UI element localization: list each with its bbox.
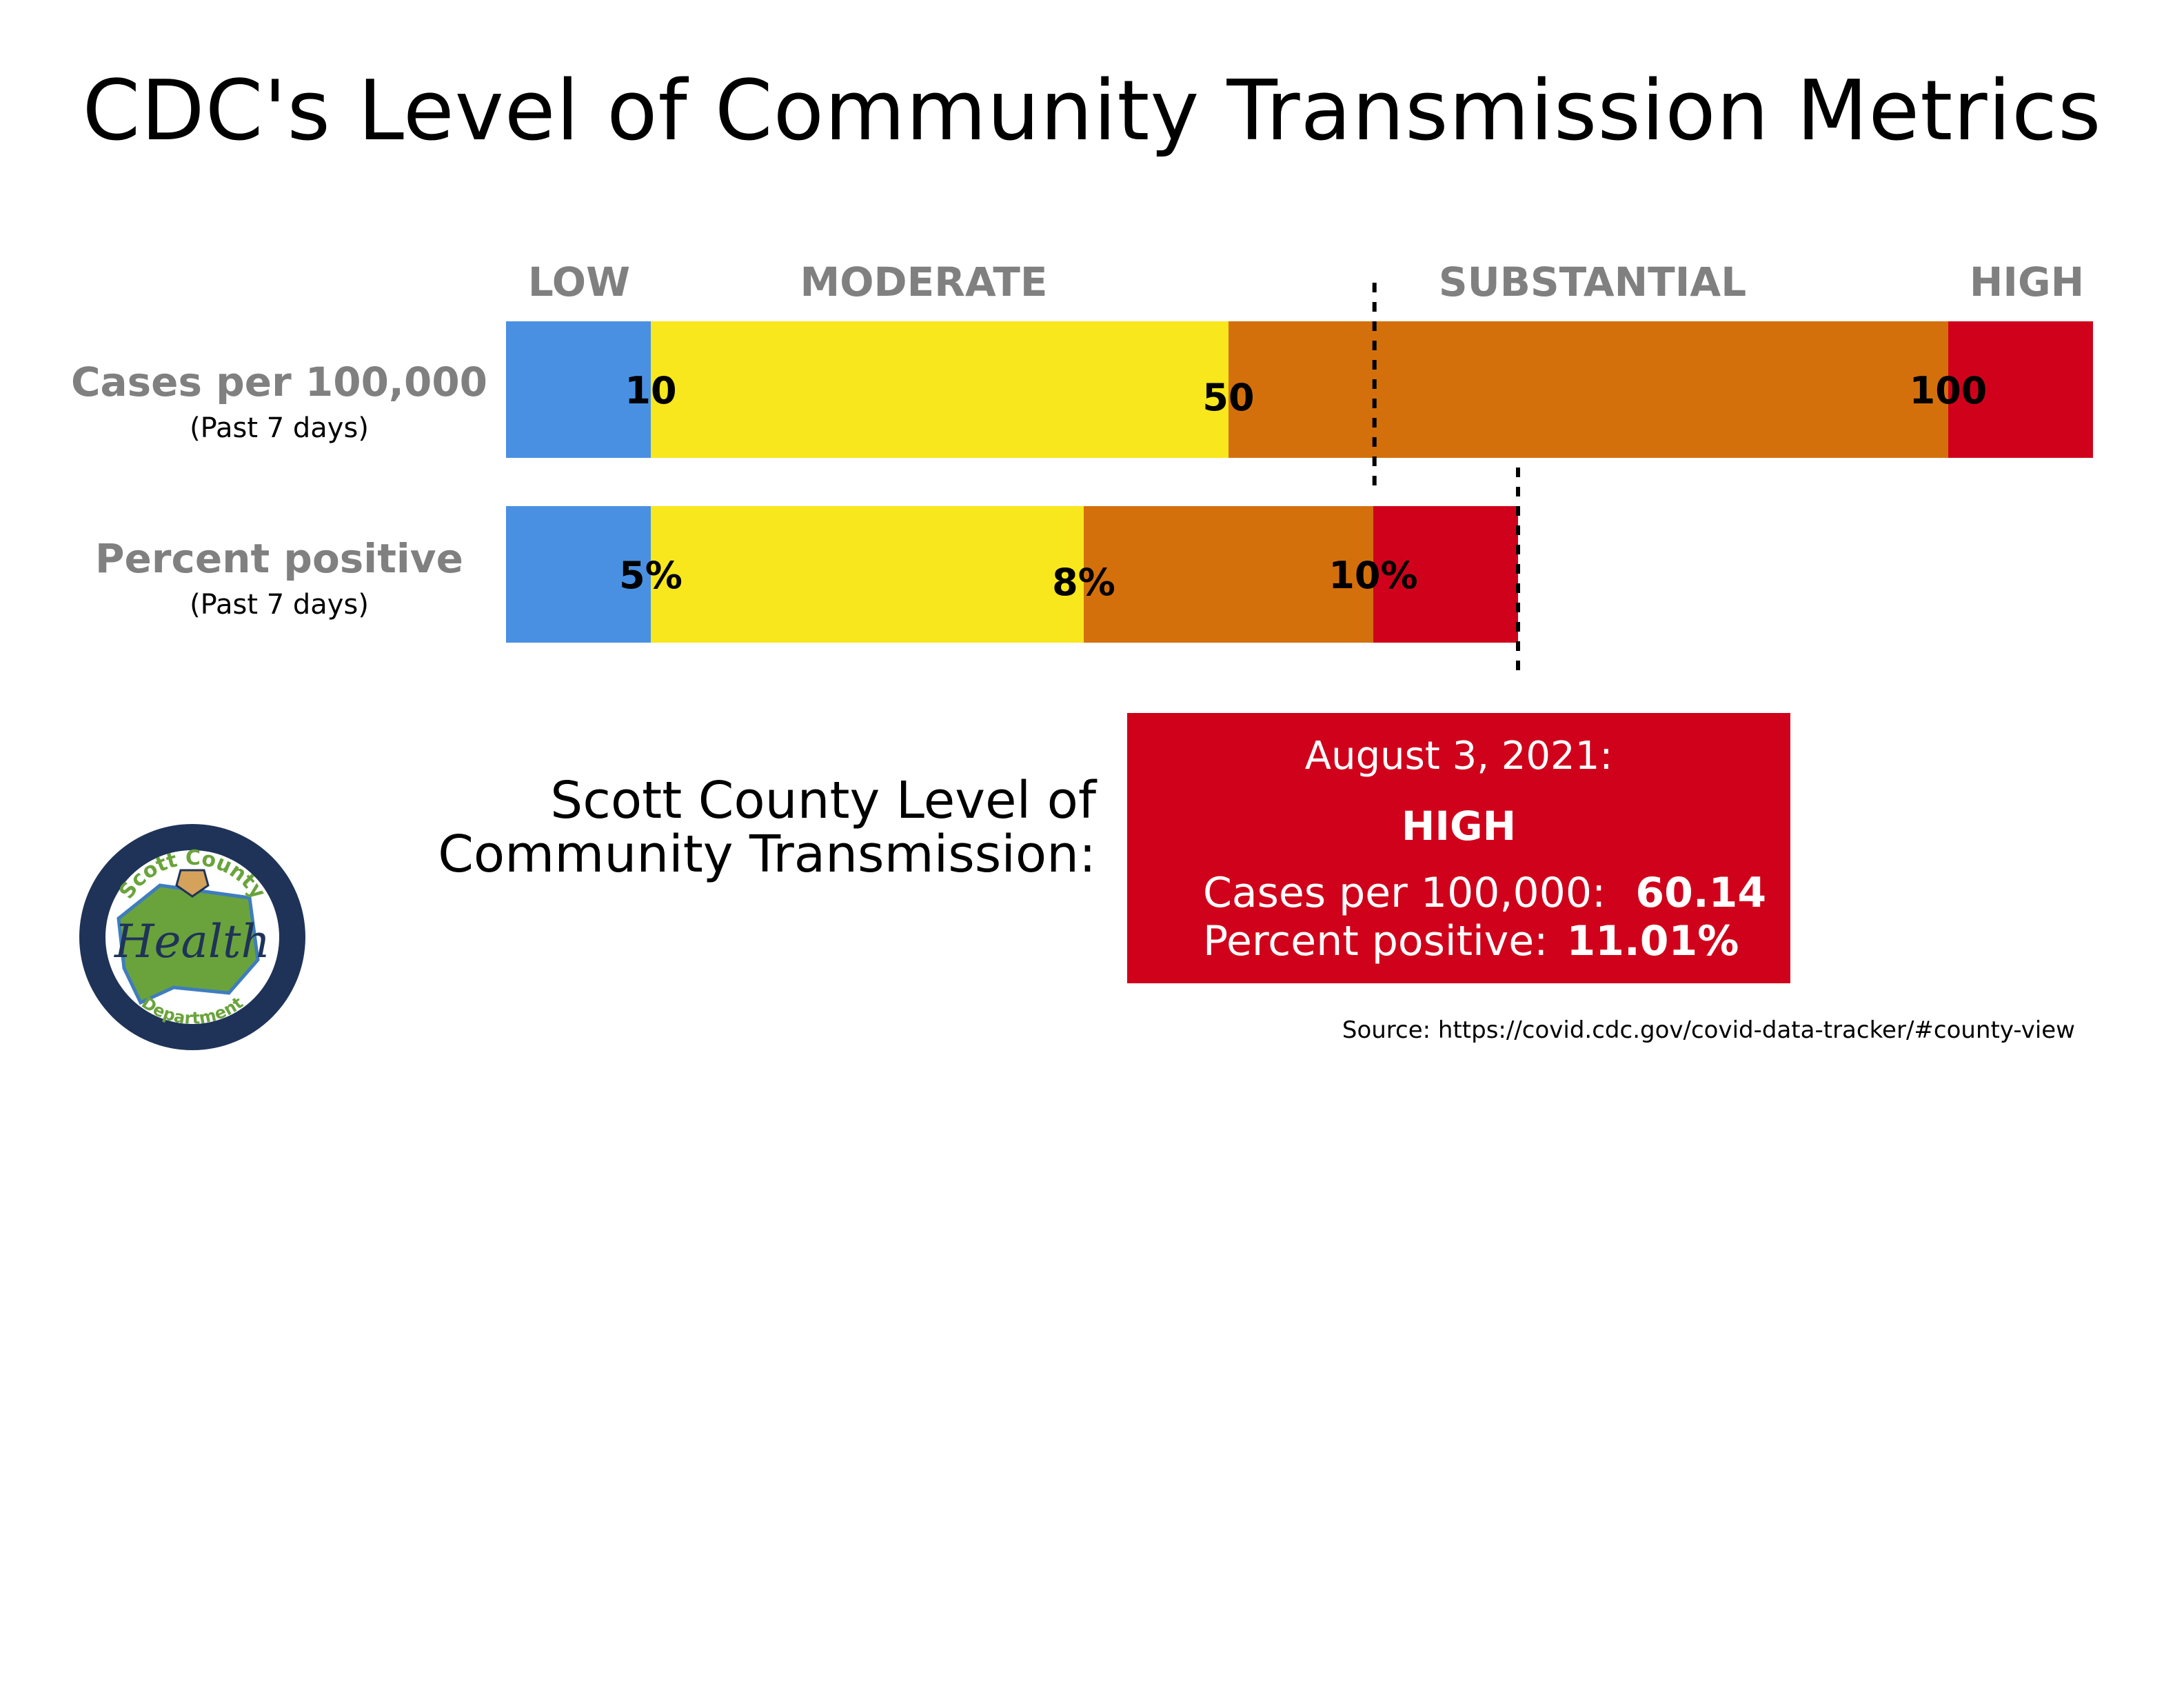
- status-percent-label: Percent positive:: [1203, 917, 1548, 965]
- threshold-label-cases-1: 10: [625, 369, 676, 412]
- status-level: HIGH: [1401, 803, 1517, 850]
- threshold-label-cases-2: 50: [1202, 376, 1254, 419]
- status-cases-label: Cases per 100,000:: [1203, 869, 1606, 917]
- shield-icon: [175, 869, 210, 898]
- bar-segment-percent-low: [506, 506, 651, 643]
- bar-segment-cases-substantial: [1228, 321, 1948, 458]
- bar-segment-cases-moderate: [651, 321, 1228, 458]
- row-label-percent: Percent positive (Past 7 days): [69, 535, 489, 621]
- row-label-percent-subtitle: (Past 7 days): [190, 589, 369, 621]
- row-label-percent-title: Percent positive: [95, 535, 463, 582]
- status-percent-metric: Percent positive: 11.01%: [1203, 917, 1739, 965]
- threshold-label-cases-3: 100: [1910, 369, 1988, 412]
- transmission-chart: 10 50 100 5% 8% 10%: [506, 283, 2093, 670]
- row-label-cases: Cases per 100,000 (Past 7 days): [69, 359, 489, 444]
- status-cases-value: 60.14: [1635, 869, 1767, 917]
- threshold-label-percent-1: 5%: [619, 554, 682, 597]
- category-moderate-label: MODERATE: [800, 259, 1048, 305]
- bar-segment-percent-moderate: [651, 506, 1084, 643]
- county-level-label-line1: Scott County Level of: [550, 771, 1096, 830]
- category-low-label: LOW: [527, 259, 631, 305]
- row-label-cases-title: Cases per 100,000: [70, 359, 488, 405]
- status-date: August 3, 2021:: [1304, 734, 1613, 778]
- bar-segment-cases-high: [1948, 321, 2093, 458]
- bar-segment-percent-substantial: [1084, 506, 1373, 643]
- county-level-label: Scott County Level of Community Transmis…: [438, 774, 1096, 881]
- status-percent-value: 11.01%: [1566, 917, 1739, 965]
- bar-segment-cases-low: [506, 321, 651, 458]
- logo-center-text: Health: [114, 915, 270, 968]
- bar-segment-percent-high: [1373, 506, 1518, 643]
- health-department-logo: Health Scott County Department: [79, 824, 305, 1050]
- county-level-label-line2: Community Transmission:: [438, 825, 1096, 884]
- source-note: Source: https://covid.cdc.gov/covid-data…: [1342, 1016, 2075, 1044]
- row-label-cases-subtitle: (Past 7 days): [190, 412, 369, 444]
- status-cases-metric: Cases per 100,000: 60.14: [1203, 869, 1766, 917]
- category-high-label: HIGH: [1969, 259, 2085, 305]
- page-title: CDC's Level of Community Transmission Me…: [82, 63, 2102, 159]
- county-status-box: August 3, 2021: HIGH Cases per 100,000: …: [1127, 713, 1790, 983]
- threshold-label-percent-2: 8%: [1052, 561, 1115, 604]
- category-substantial-label: SUBSTANTIAL: [1438, 259, 1747, 305]
- threshold-label-percent-3: 10%: [1328, 554, 1417, 597]
